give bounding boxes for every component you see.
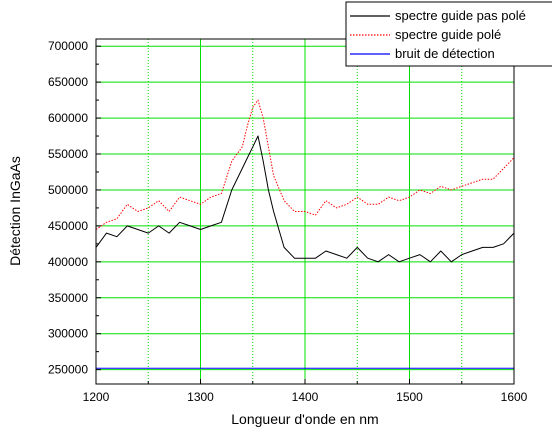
legend-box	[345, 1, 552, 67]
x-tick-label-1: 1300	[187, 390, 214, 404]
y-tick-label-8: 650000	[48, 75, 88, 89]
y-tick-label-7: 600000	[48, 111, 88, 125]
y-tick-label-6: 550000	[48, 147, 88, 161]
x-tick-label-2: 1400	[292, 390, 319, 404]
series-group	[95, 99, 515, 369]
y-tick-label-4: 450000	[48, 219, 88, 233]
series-line-2	[95, 99, 515, 230]
x-tick-label-4: 1600	[501, 390, 528, 404]
y-tick-label-1: 300000	[48, 327, 88, 341]
y-tick-label-0: 250000	[48, 363, 88, 377]
y-tick-label-5: 500000	[48, 183, 88, 197]
x-axis-title: Longueur d'onde en nm	[231, 411, 378, 427]
y-tick-label-2: 350000	[48, 291, 88, 305]
x-tick-label-3: 1500	[396, 390, 423, 404]
series-line-1	[95, 135, 515, 263]
legend-label-series-1: spectre guide pas polé	[395, 8, 526, 23]
x-tick-label-0: 1200	[83, 390, 110, 404]
y-tick-label-3: 400000	[48, 255, 88, 269]
axis-ticks: 1200 1300 1400 1500 1600 250000 300000 350000 40…	[48, 39, 528, 404]
legend-label-series-2: spectre guide polé	[395, 27, 501, 42]
y-tick-label-9: 700000	[48, 39, 88, 53]
grid	[96, 39, 514, 384]
legend-label-series-3: bruit de détection	[395, 46, 495, 61]
legend: spectre guide pas polé spectre guide pol…	[345, 1, 552, 67]
y-axis-title: Détection InGaAs	[7, 156, 23, 266]
